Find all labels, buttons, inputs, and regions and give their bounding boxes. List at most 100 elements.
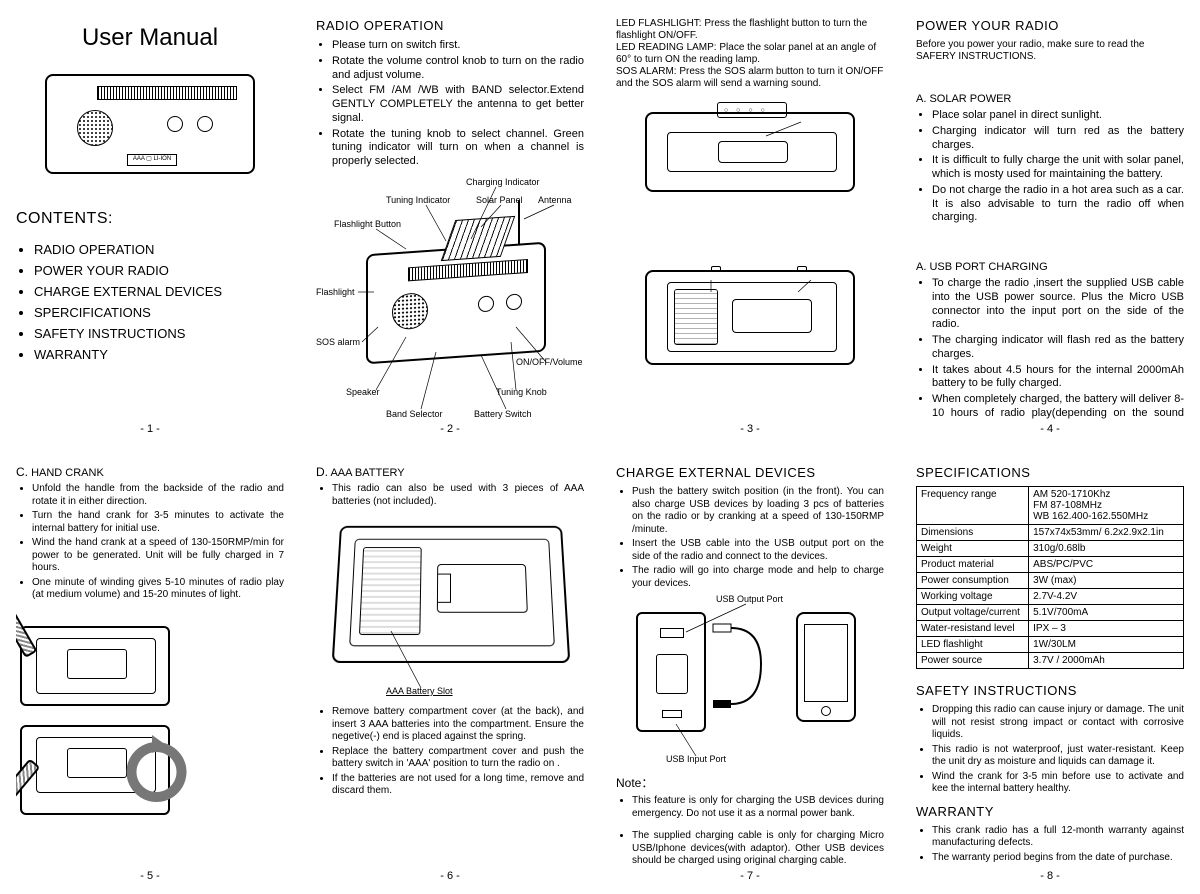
page-number: - 8 - <box>916 866 1184 886</box>
solar-list: Place solar panel in direct sunlight. Ch… <box>932 109 1184 225</box>
panel-6: D. AAA BATTERY This radio can also be us… <box>300 447 600 894</box>
spec-table: Frequency rangeAM 520-1710Khz FM 87-108M… <box>916 486 1184 669</box>
contents-item: CHARGE EXTERNAL DEVICES <box>34 284 284 299</box>
list-item: The warranty period begins from the date… <box>932 852 1184 865</box>
page-number: - 2 - <box>316 419 584 439</box>
page-number: - 3 - <box>616 419 884 439</box>
list-item: Dropping this radio can cause injury or … <box>932 704 1184 742</box>
aaa-bottom-list: Remove battery compartment cover (at the… <box>332 706 584 798</box>
back-view-diagram: Charging Button SOS alarm Button <box>616 270 884 419</box>
sos-label: SOS ALARM: <box>616 66 677 77</box>
radio-front-illustration: AAA ▢ LI-ION <box>45 74 255 174</box>
label-antenna: Antenna <box>538 195 572 205</box>
label-usb-input: USB Input Port <box>666 754 726 764</box>
crank-list: Unfold the handle from the backside of t… <box>32 483 284 602</box>
contents-item: SPERCIFICATIONS <box>34 305 284 320</box>
label-battery-switch: Battery Switch <box>474 409 532 419</box>
contents-item: RADIO OPERATION <box>34 242 284 257</box>
note-list: This feature is only for charging the US… <box>632 795 884 866</box>
warranty-heading: WARRANTY <box>916 804 1184 819</box>
list-item: Unfold the handle from the backside of t… <box>32 483 284 508</box>
led-flashlight-label: LED FLASHLIGHT: <box>616 18 702 29</box>
usb-diagram: USB Output Port USB Inp <box>616 594 884 764</box>
label-speaker: Speaker <box>346 387 380 397</box>
panel-5: C. C. HAND CRANKHAND CRANK Unfold the ha… <box>0 447 300 894</box>
page-number: - 4 - <box>916 419 1184 439</box>
manual-grid: User Manual AAA ▢ LI-ION CONTENTS: RADIO… <box>0 0 1200 894</box>
contents-heading: CONTENTS: <box>16 210 284 228</box>
crank-heading: C. C. HAND CRANKHAND CRANK <box>16 465 284 479</box>
list-item: Push the battery switch position (in the… <box>632 486 884 536</box>
crank-illustrations <box>16 620 284 824</box>
list-item: The supplied charging cable is only for … <box>632 830 884 866</box>
label-usb-output: USB Output Port <box>716 594 783 604</box>
list-item: Replace the battery compartment cover an… <box>332 746 584 771</box>
list-item: Do not charge the radio in a hot area su… <box>932 184 1184 225</box>
list-item: Charging indicator will turn red as the … <box>932 125 1184 153</box>
contents-item: SAFETY INSTRUCTIONS <box>34 326 284 341</box>
label-onoff: ON/OFF/Volume <box>516 357 583 367</box>
top-view-diagram: LED Reading Lamp ○ ○ ○ ○ <box>616 112 884 252</box>
label-sos: SOS alarm <box>316 337 360 347</box>
list-item: It is difficult to fully charge the unit… <box>932 154 1184 182</box>
panel-4: POWER YOUR RADIO Before you power your r… <box>900 0 1200 447</box>
list-item: The radio will go into charge mode and h… <box>632 565 884 590</box>
spec-heading: SPECIFICATIONS <box>916 465 1184 480</box>
list-item: Select FM /AM /WB with BAND selector.Ext… <box>332 84 584 125</box>
solar-heading: A. SOLAR POWER <box>916 93 1184 105</box>
label-tuning-indicator: Tuning Indicator <box>386 195 450 205</box>
list-item: This feature is only for charging the US… <box>632 795 884 820</box>
list-item: Place solar panel in direct sunlight. <box>932 109 1184 123</box>
safety-list: Dropping this radio can cause injury or … <box>932 704 1184 796</box>
charge-heading: CHARGE EXTERNAL DEVICES <box>616 465 884 480</box>
list-item: Wind the crank for 3-5 min before use to… <box>932 771 1184 796</box>
list-item: Please turn on switch first. <box>332 39 584 53</box>
safety-heading: SAFETY INSTRUCTIONS <box>916 683 1184 698</box>
power-heading: POWER YOUR RADIO <box>916 18 1184 33</box>
list-item: One minute of winding gives 5-10 minutes… <box>32 577 284 602</box>
power-intro: Before you power your radio, make sure t… <box>916 39 1184 63</box>
label-flashlight: Flashlight <box>316 287 355 297</box>
usb-list: To charge the radio ,insert the supplied… <box>932 277 1184 419</box>
usb-heading: A. USB PORT CHARGING <box>916 261 1184 273</box>
panel-1: User Manual AAA ▢ LI-ION CONTENTS: RADIO… <box>0 0 300 447</box>
page-number: - 6 - <box>316 866 584 886</box>
list-item: This radio is not waterproof, just water… <box>932 744 1184 769</box>
manual-title: User Manual <box>16 24 284 52</box>
labeled-diagram: Charging Indicator Tuning Indicator Sola… <box>316 177 584 419</box>
charge-list: Push the battery switch position (in the… <box>632 486 884 590</box>
page-number: - 1 - <box>16 419 284 439</box>
list-item: Turn the hand crank for 3-5 minutes to a… <box>32 510 284 535</box>
led-reading-line: LED READING LAMP: Place the solar panel … <box>616 42 884 66</box>
list-item: If the batteries are not used for a long… <box>332 773 584 798</box>
list-item: It takes about 4.5 hours for the interna… <box>932 364 1184 392</box>
panel-3: LED FLASHLIGHT: Press the flashlight but… <box>600 0 900 447</box>
radio-operation-list: Please turn on switch first. Rotate the … <box>332 39 584 169</box>
led-flashlight-line: LED FLASHLIGHT: Press the flashlight but… <box>616 18 884 42</box>
list-item: When completely charged, the battery wil… <box>932 393 1184 419</box>
sos-line: SOS ALARM: Press the SOS alarm button to… <box>616 66 884 90</box>
list-item: This crank radio has a full 12-month war… <box>932 825 1184 850</box>
note-heading: Note： <box>616 774 884 791</box>
aaa-heading: D. AAA BATTERY <box>316 465 584 479</box>
page-number: - 7 - <box>616 866 884 886</box>
list-item: Rotate the tuning knob to select channel… <box>332 128 584 169</box>
contents-item: POWER YOUR RADIO <box>34 263 284 278</box>
label-flashlight-button: Flashlight Button <box>334 219 401 229</box>
panel-8: SPECIFICATIONS Frequency rangeAM 520-171… <box>900 447 1200 894</box>
label-charging-indicator: Charging Indicator <box>466 177 540 187</box>
warranty-list: This crank radio has a full 12-month war… <box>932 825 1184 865</box>
list-item: Wind the hand crank at a speed of 130-15… <box>32 537 284 575</box>
list-item: The charging indicator will flash red as… <box>932 334 1184 362</box>
label-solar-panel: Solar Panel <box>476 195 523 205</box>
list-item: To charge the radio ,insert the supplied… <box>932 277 1184 332</box>
label-aaa-slot: AAA Battery Slot <box>386 686 453 696</box>
list-item: Rotate the volume control knob to turn o… <box>332 55 584 83</box>
contents-item: WARRANTY <box>34 347 284 362</box>
contents-list: RADIO OPERATION POWER YOUR RADIO CHARGE … <box>34 242 284 362</box>
list-item: Remove battery compartment cover (at the… <box>332 706 584 744</box>
panel-2: RADIO OPERATION Please turn on switch fi… <box>300 0 600 447</box>
aaa-top-list: This radio can also be used with 3 piece… <box>332 483 584 508</box>
list-item: Insert the USB cable into the USB output… <box>632 538 884 563</box>
list-item: This radio can also be used with 3 piece… <box>332 483 584 508</box>
